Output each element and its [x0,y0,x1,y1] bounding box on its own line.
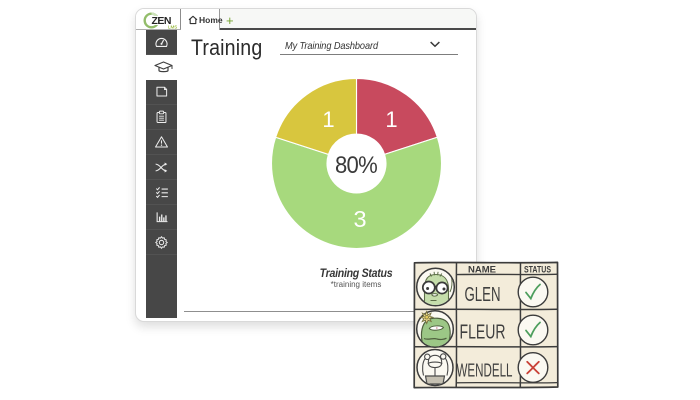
svg-text:FLEUR: FLEUR [460,322,506,344]
svg-text:NAME: NAME [468,265,496,275]
svg-text:ZEN: ZEN [152,15,172,27]
svg-text:GLEN: GLEN [465,284,501,306]
svg-text:LMS: LMS [168,25,177,30]
svg-text:WENDELL: WENDELL [457,360,513,381]
svg-text:STATUS: STATUS [524,265,551,275]
